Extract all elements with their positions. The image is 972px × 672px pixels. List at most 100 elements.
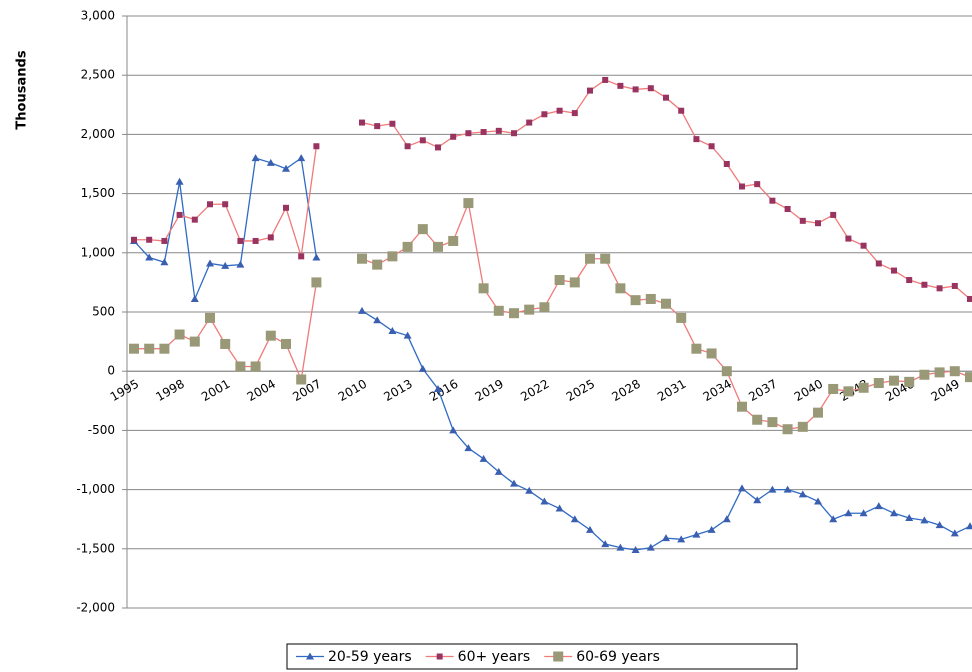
y-tick-label: 2,500 (81, 68, 115, 82)
marker (815, 220, 821, 227)
marker (905, 514, 914, 522)
marker (524, 304, 535, 315)
marker (602, 76, 609, 83)
marker (904, 376, 915, 387)
marker (906, 277, 913, 284)
marker (859, 509, 868, 517)
marker (190, 294, 199, 302)
marker (465, 130, 472, 137)
marker (555, 504, 564, 512)
marker (828, 383, 839, 394)
marker (706, 348, 717, 359)
x-tick-label: 2040 (792, 377, 825, 404)
marker (267, 234, 274, 241)
marker (797, 421, 808, 432)
x-tick-label: 1998 (153, 377, 186, 404)
marker (298, 253, 305, 260)
x-tick-label: 2037 (746, 377, 779, 404)
marker (266, 158, 275, 166)
marker (919, 369, 930, 380)
marker (708, 143, 715, 150)
marker (692, 530, 701, 538)
marker (433, 241, 443, 252)
marker (721, 366, 732, 377)
marker (860, 242, 867, 249)
marker (448, 235, 459, 246)
marker (951, 282, 958, 289)
marker (237, 237, 244, 244)
marker (357, 253, 367, 264)
marker (752, 414, 763, 425)
marker (569, 277, 580, 288)
marker (435, 144, 441, 151)
marker (769, 197, 776, 204)
marker (419, 137, 426, 144)
marker (417, 224, 428, 235)
marker (661, 298, 671, 309)
legend: 20-59 years 60+ years 60-69 years (286, 643, 798, 670)
marker (494, 467, 503, 475)
marker (600, 253, 611, 264)
x-tick-label: 2022 (518, 377, 551, 404)
marker (693, 136, 700, 143)
y-tick-label: 2,000 (81, 127, 115, 141)
marker (858, 382, 869, 393)
marker (935, 521, 944, 529)
y-tick-label: 500 (92, 305, 115, 319)
marker (389, 120, 396, 127)
marker (554, 275, 565, 286)
marker (160, 258, 169, 266)
y-tick-label: -1,500 (76, 541, 115, 555)
x-tick-label: 1995 (108, 377, 141, 404)
marker (236, 260, 245, 268)
marker (131, 236, 137, 243)
marker (146, 236, 153, 243)
marker (374, 123, 381, 130)
x-tick-label: 2004 (245, 377, 278, 404)
marker (571, 110, 578, 117)
marker (647, 85, 654, 92)
marker (403, 331, 412, 339)
marker (312, 253, 321, 261)
marker (540, 497, 549, 505)
marker (541, 111, 548, 118)
marker (813, 407, 823, 418)
y-tick-label: 0 (107, 364, 115, 378)
marker (222, 201, 229, 208)
legend-label: 60-69 years (576, 649, 660, 665)
marker (436, 653, 443, 660)
marker (189, 336, 200, 347)
marker (176, 211, 183, 218)
legend-box (286, 643, 798, 670)
marker (570, 515, 579, 523)
series (129, 198, 972, 435)
marker (478, 283, 489, 294)
marker (144, 343, 155, 354)
y-tick-label: -500 (88, 423, 115, 437)
marker (174, 329, 185, 340)
marker (601, 540, 610, 548)
marker (206, 259, 214, 267)
marker (283, 204, 289, 211)
y-tick-label: 1,000 (81, 245, 115, 259)
marker (632, 86, 639, 93)
marker (235, 361, 246, 372)
marker (418, 364, 427, 372)
marker (221, 261, 230, 269)
marker (921, 281, 928, 288)
marker (251, 154, 260, 162)
y-axis-title: Thousands (15, 50, 30, 129)
marker (767, 417, 778, 428)
x-tick-label: 2001 (199, 377, 232, 404)
marker (662, 534, 670, 542)
marker (722, 515, 731, 523)
marker (676, 312, 687, 323)
marker (782, 424, 793, 435)
marker (450, 133, 457, 140)
marker (965, 372, 972, 383)
marker (875, 260, 882, 267)
series-line (134, 79, 971, 300)
marker (678, 107, 685, 114)
marker (282, 164, 290, 172)
